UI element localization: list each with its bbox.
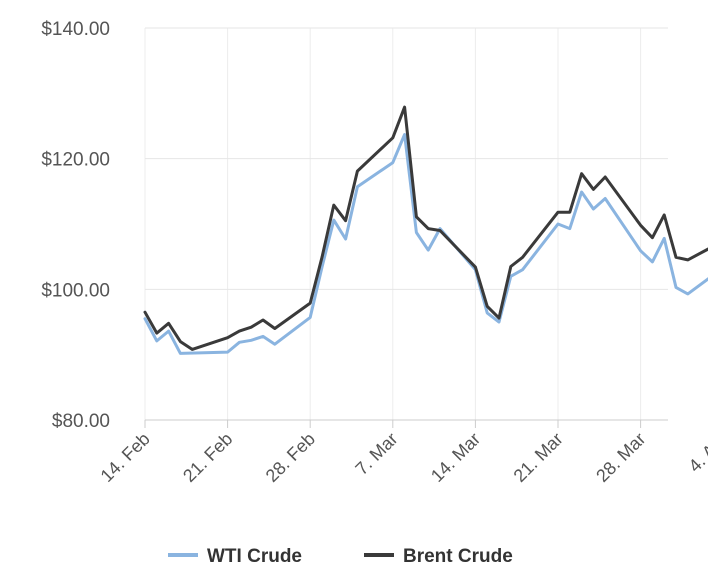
y-axis-ticks: $80.00 $100.00 $120.00 $140.00: [41, 19, 110, 432]
x-tick-label: 28. Mar: [592, 429, 649, 486]
y-tick-label: $100.00: [41, 280, 110, 301]
series-line-brent-crude: [143, 105, 708, 351]
y-tick-label: $80.00: [52, 411, 110, 432]
y-tick-label: $140.00: [41, 19, 110, 40]
x-tick-label: 14. Mar: [427, 429, 484, 486]
x-tick-label: 21. Feb: [179, 429, 236, 486]
x-tick-label: 7. Mar: [351, 429, 401, 479]
x-axis-ticks: 14. Feb 21. Feb 28. Feb 7. Mar 14. Mar 21. Ma…: [97, 420, 708, 486]
legend-label-wti: WTI Crude: [207, 546, 302, 567]
x-tick-label: 14. Feb: [97, 429, 154, 486]
legend[interactable]: WTI Crude Brent Crude: [168, 546, 513, 567]
x-tick-label: 28. Feb: [262, 429, 319, 486]
series-line-wti-crude: [143, 133, 708, 355]
legend-item-wti[interactable]: WTI Crude: [168, 546, 302, 567]
legend-label-brent: Brent Crude: [403, 546, 513, 567]
x-tick-label: 21. Mar: [510, 429, 567, 486]
series-layer: [143, 105, 708, 355]
y-tick-label: $120.00: [41, 150, 110, 171]
legend-item-brent[interactable]: Brent Crude: [364, 546, 513, 567]
x-tick-label: 4. Apr: [685, 429, 708, 476]
